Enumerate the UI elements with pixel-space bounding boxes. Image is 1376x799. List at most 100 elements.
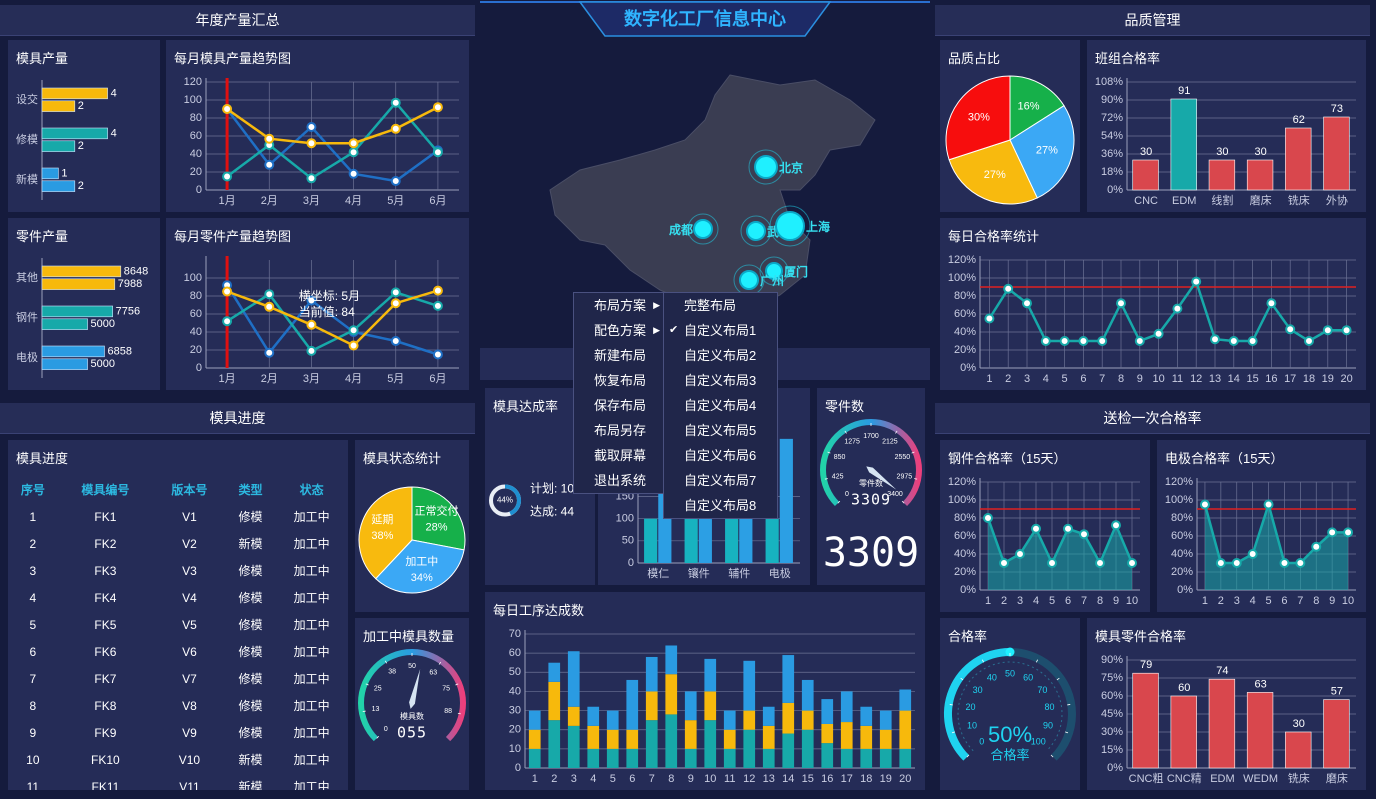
panel-title: 钢件合格率（15天） [948,451,1067,466]
x-tick-label: 10 [1126,595,1138,607]
table-cell: 加工中 [293,726,330,740]
tick-mark [365,683,369,686]
point [432,285,443,296]
x-tick-label: 4 [1033,595,1039,607]
menu-item[interactable]: 布局方案 ▶ [574,293,664,318]
panel-title: 加工中模具数量 [363,629,455,644]
panel-title: 模具零件合格率 [1095,629,1187,644]
table-cell: 6 [29,644,37,659]
bar [645,656,658,692]
menu-item-label: 保存布局 [594,398,647,413]
bar [665,674,678,715]
chart: 0%20%40%60%80%100%120%1 2 3 4 5 6 7 8 9 10 11 12 13 1… [948,254,1356,385]
bar [41,278,116,290]
header-plate [578,1,832,37]
gauge-tick-label: 10 [967,721,977,731]
point [1285,324,1296,335]
y-tick-label: 40 [509,685,521,697]
table-cell: FK11 [91,779,120,791]
menu-item[interactable]: 截取屏幕 [574,443,664,468]
submenu-item[interactable]: 自定义布局7 [664,468,777,493]
bar [840,748,853,768]
submenu-item[interactable]: 自定义布局4 [664,393,777,418]
panel-title: 模具达成率 [493,399,559,414]
table-cell: 8 [29,698,37,713]
submenu-item[interactable]: 自定义布局3 [664,368,777,393]
point [222,286,233,297]
submenu-item[interactable]: 自定义布局8 [664,493,777,518]
table-row: 10 FK10 V10 新模 加工中 [8,746,348,773]
bar [567,725,580,768]
menu-item[interactable]: 退出系统 [574,468,664,493]
chart: 16% 27% 27% 30% [945,75,1075,205]
table-cell: V6 [182,644,197,659]
submenu-item[interactable]: ✔ 自定义布局1 [664,318,777,343]
menu-item[interactable]: 新建布局 [574,343,664,368]
panel: 每日合格率统计 0% 20% 40% 60% 80% 100% 120% 1 2 3 4 5 6 7 8 9 10… [940,218,1366,390]
slice-value: 34% [411,572,433,584]
tick-mark [844,430,847,434]
table-cell: 加工中 [293,699,330,713]
table-row: 5 FK5 V5 修模 加工中 [8,611,348,638]
point [1327,527,1338,538]
panel: 品质占比 16% 27% 27% 30% [940,40,1080,212]
point [984,313,995,324]
x-tick-label: 镶件 [688,566,710,580]
panel-title: 模具产量 [16,51,69,66]
x-tick-label: 辅件 [728,566,750,580]
panel: 电极合格率（15天） 0% 20% 40% 60% 80% 100% 120% 1 2 3 4 5 6 7 8… [1157,440,1366,612]
gauge-tick-label: 38 [388,669,396,676]
submenu-item[interactable]: 自定义布局2 [664,343,777,368]
panel: 模具产量 设交 4 2 修模 4 2 新模 1 2 [8,40,160,212]
table-row: 1 FK1 V1 修模 加工中 [8,503,348,530]
menu-item[interactable]: 恢复布局 [574,368,664,393]
bar [587,706,600,726]
x-tick-label: 15 [1246,373,1258,385]
pie-slice [358,486,413,580]
menu-item[interactable]: 配色方案 ▶ [574,318,664,343]
bar [548,681,561,721]
table-row: 8 FK8 V8 修模 加工中 [8,692,348,719]
y-tick-label: 80 [190,112,202,124]
y-tick-label: 120 [184,76,202,88]
x-tick-label: 4月 [345,195,362,207]
table-cell: V4 [182,590,197,605]
submenu-item[interactable]: 完整布局 [664,293,777,318]
y-tick-label: 40 [190,326,202,338]
gauge-label: 合格率 [990,747,1029,762]
bar [1170,695,1197,769]
y-tick-label: 80% [954,512,976,524]
ring-fill [504,484,521,516]
y-tick-label: 50 [622,535,634,547]
context-submenu: 完整布局 ✔ 自定义布局1 自定义布局2 自定义布局3 自定义布局4 自定义布局5 自定义布局… [663,292,778,519]
data-label: 30 [1140,146,1152,158]
y-tick-label: 90% [1101,94,1123,106]
y-tick-label: 60 [509,647,521,659]
pie-slice [948,139,1038,205]
city-ring [759,256,789,286]
x-tick-label: 7 [649,773,655,785]
submenu-item[interactable]: 自定义布局6 [664,443,777,468]
x-tick-label: EDM [1210,773,1234,785]
tick-mark [914,478,918,480]
menu-item[interactable]: 保存布局 [574,393,664,418]
bar [779,438,793,563]
gauge-label: 零件数 [859,478,883,488]
x-tick-label: 8 [668,773,674,785]
x-tick-label: 5月 [387,195,404,207]
bar [860,706,873,726]
y-tick-label: 60 [190,130,202,142]
submenu-item[interactable]: 自定义布局5 [664,418,777,443]
y-tick-label: 20% [1171,566,1193,578]
city-label: 成都 [669,222,693,237]
point [390,97,401,108]
table-row: 11 FK11 V11 新模 加工中 [8,773,348,791]
pie-slice [375,539,465,594]
panel-title: 模具进度 [16,451,69,466]
x-tick-label: 2 [1001,595,1007,607]
menu-item[interactable]: 布局另存 [574,418,664,443]
tick-mark [362,710,366,712]
point [1015,549,1025,559]
panel: 班组合格率 0% 18% 36% 54% 72% 90% 108% CNC 30 EDM 91 线割 30… [1087,40,1366,212]
line [986,517,1134,566]
